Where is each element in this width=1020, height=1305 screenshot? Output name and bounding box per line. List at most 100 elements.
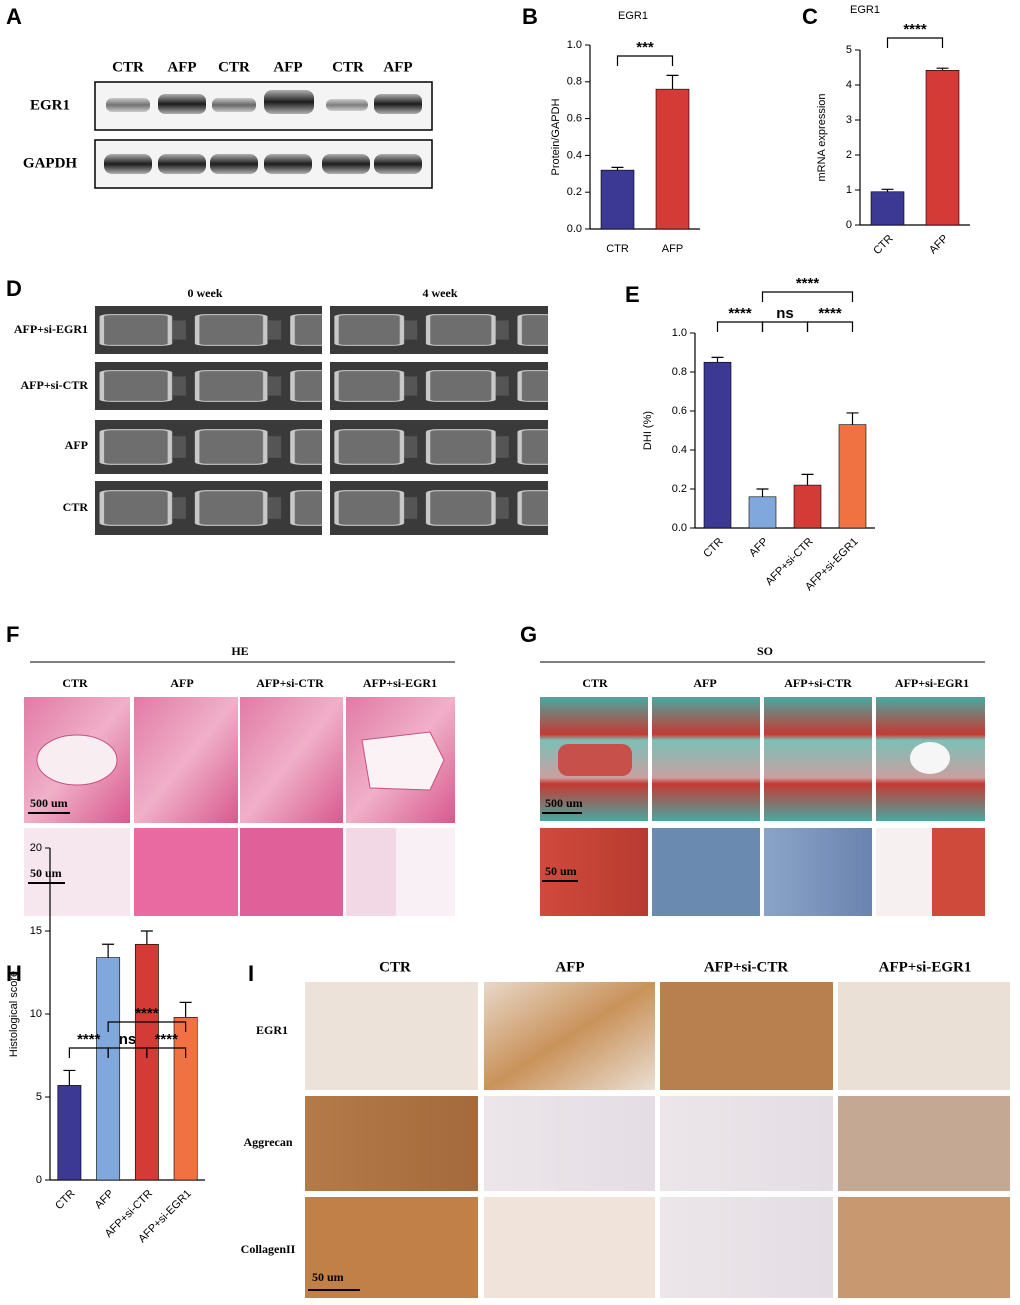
significance-label: ***	[636, 39, 654, 56]
y-tick-label: 0.8	[567, 76, 582, 88]
y-tick-label: 0.6	[672, 405, 687, 417]
y-tick-label: 20	[30, 842, 42, 854]
y-axis-label: Histological score	[8, 971, 20, 1057]
bar	[134, 943, 159, 1181]
error-bar	[801, 473, 814, 486]
error-bar	[846, 412, 859, 425]
row-label: Aggrecan	[243, 1135, 292, 1149]
column-label: 4 week	[423, 286, 458, 300]
bar	[96, 957, 121, 1181]
x-tick-label: AFP	[662, 243, 683, 255]
y-tick-label: 0.2	[672, 483, 687, 495]
error-bar	[711, 356, 724, 363]
y-tick-label: 0.8	[672, 366, 687, 378]
so-images	[540, 697, 985, 916]
y-tick-label: 0.4	[567, 149, 582, 161]
significance-label: ****	[728, 305, 752, 322]
x-tick-label: CTR	[53, 1188, 78, 1213]
chart-title: EGR1	[850, 4, 880, 16]
significance-label: ****	[796, 275, 820, 292]
bar	[838, 424, 867, 529]
error-bar	[936, 67, 949, 71]
error-bar	[611, 166, 624, 171]
significance-label: ****	[155, 1031, 179, 1048]
y-tick-label: 1	[846, 184, 852, 196]
he-images	[24, 697, 455, 916]
y-axis-label: Protein/GAPDH	[550, 98, 562, 175]
y-axis-label: DHI (%)	[642, 411, 654, 450]
y-tick-label: 0	[36, 1174, 42, 1186]
column-label: AFP+si-CTR	[784, 676, 852, 690]
significance-bracket	[107, 1021, 187, 1032]
scale-bar-label: 50 um	[545, 864, 577, 878]
y-tick-label: 1.0	[672, 327, 687, 339]
error-bar	[140, 930, 153, 945]
x-tick-label: AFP	[93, 1188, 117, 1212]
significance-label: ****	[818, 305, 842, 322]
significance-bracket	[806, 321, 854, 332]
column-label: AFP	[555, 959, 584, 975]
lane-label: CTR	[112, 59, 144, 75]
panel-letter: E	[625, 282, 640, 307]
bar	[703, 361, 732, 529]
column-label: CTR	[582, 676, 608, 690]
y-tick-label: 0.0	[672, 522, 687, 534]
bar	[57, 1085, 82, 1181]
lane-label: CTR	[332, 59, 364, 75]
y-tick-label: 5	[846, 44, 852, 56]
y-tick-label: 5	[36, 1091, 42, 1103]
xray-images	[95, 306, 548, 535]
bar	[870, 191, 905, 226]
lane-label: AFP	[273, 59, 302, 75]
y-tick-label: 1.0	[567, 39, 582, 51]
significance-bracket	[616, 55, 674, 66]
y-tick-label: 0	[846, 219, 852, 231]
x-tick-label: AFP	[747, 536, 771, 560]
column-label: CTR	[62, 676, 88, 690]
y-tick-label: 15	[30, 925, 42, 937]
scale-bar-label: 50 um	[30, 866, 62, 880]
blot	[94, 81, 433, 189]
column-label: AFP	[693, 676, 716, 690]
row-label: AFP+si-EGR1	[14, 322, 88, 336]
bar	[748, 496, 777, 529]
row-label: AFP	[65, 438, 88, 452]
blot-row-label: GAPDH	[23, 155, 77, 171]
scale-bar-label: 50 um	[312, 1270, 344, 1284]
significance-bracket	[761, 291, 854, 302]
row-label: AFP+si-CTR	[21, 378, 89, 392]
column-label: AFP+si-EGR1	[363, 676, 437, 690]
significance-label: ****	[903, 21, 927, 38]
x-tick-label: CTR	[871, 233, 896, 258]
significance-bracket	[886, 37, 944, 48]
y-tick-label: 10	[30, 1008, 42, 1020]
row-label: CollagenII	[241, 1242, 296, 1256]
bar	[793, 484, 822, 529]
stain-label: HE	[231, 644, 248, 658]
column-label: AFP	[170, 676, 193, 690]
error-bar	[666, 74, 679, 90]
error-bar	[881, 188, 894, 192]
column-label: AFP+si-EGR1	[879, 959, 972, 975]
row-label: EGR1	[256, 1023, 288, 1037]
panel-letter: D	[6, 276, 22, 301]
panel-letter: F	[6, 622, 19, 647]
significance-label: ****	[77, 1031, 101, 1048]
x-tick-label: AFP	[927, 233, 951, 257]
x-tick-label: CTR	[606, 243, 629, 255]
x-tick-label: CTR	[701, 536, 726, 561]
column-label: AFP+si-EGR1	[895, 676, 969, 690]
significance-bracket	[761, 321, 809, 332]
scale-bar-label: 500 um	[30, 796, 68, 810]
y-axis-label: mRNA expression	[816, 93, 828, 181]
lane-label: AFP	[383, 59, 412, 75]
column-label: CTR	[379, 959, 411, 975]
stain-label: SO	[757, 644, 773, 658]
y-tick-label: 4	[846, 79, 852, 91]
y-tick-label: 3	[846, 114, 852, 126]
bar	[600, 169, 635, 230]
panel-letter: A	[6, 4, 22, 29]
error-bar	[102, 943, 115, 958]
charts: B EGR1 Protein/GAPDH 0.0 0.2 0.4 0.6 0.8 1.0 CTR A…	[6, 4, 970, 1245]
